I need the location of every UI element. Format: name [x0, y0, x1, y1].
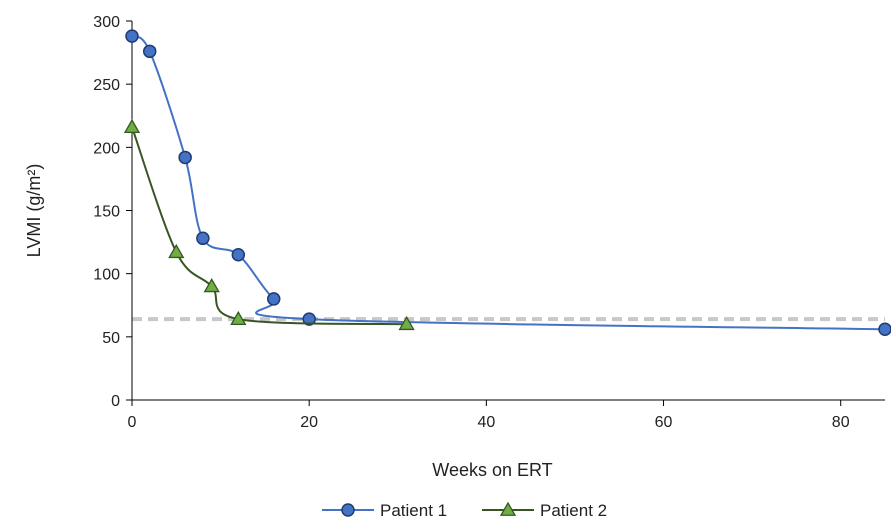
series-2	[123, 118, 415, 331]
x-tick-label: 0	[128, 414, 137, 431]
data-point	[142, 44, 157, 59]
y-tick-label: 50	[102, 330, 120, 347]
axes: 0 50 100 150 200 250 300 0 20 40 60 80	[93, 14, 885, 431]
legend-label: Patient 1	[380, 501, 447, 520]
data-point	[125, 29, 139, 43]
legend-item: Patient 1	[322, 501, 447, 520]
x-tick-label: 80	[832, 414, 850, 431]
legend-item: Patient 2	[482, 501, 607, 520]
legend-marker	[499, 501, 517, 516]
data-point	[266, 292, 281, 306]
data-point	[878, 322, 891, 337]
y-tick-label: 200	[93, 140, 120, 157]
y-tick-label: 0	[111, 393, 120, 410]
legend: Patient 1 Patient 2	[322, 501, 607, 520]
data-point	[178, 150, 192, 165]
data-point	[203, 277, 220, 293]
y-tick-label: 300	[93, 14, 120, 31]
data-point	[196, 231, 210, 246]
x-tick-label: 20	[300, 414, 318, 431]
x-tick-label: 40	[477, 414, 495, 431]
data-point	[230, 310, 247, 326]
series-layer	[123, 29, 891, 337]
y-tick-label: 100	[93, 267, 120, 284]
x-axis-title: Weeks on ERT	[432, 460, 552, 480]
y-tick-label: 150	[93, 204, 120, 221]
legend-label: Patient 2	[540, 501, 607, 520]
y-axis-title: LVMI (g/m²)	[24, 164, 44, 258]
data-point	[123, 118, 141, 134]
x-tick-label: 60	[655, 414, 673, 431]
data-point	[398, 315, 415, 331]
data-point	[302, 312, 316, 326]
data-point	[231, 247, 246, 262]
series-1	[125, 29, 891, 337]
data-point	[168, 243, 185, 259]
legend-marker	[341, 503, 355, 517]
series-line	[131, 35, 886, 331]
y-tick-label: 250	[93, 77, 120, 94]
